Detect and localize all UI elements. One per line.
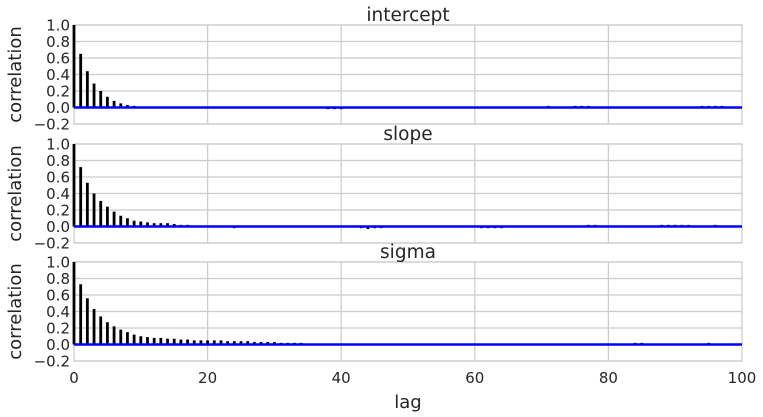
y-tick-label: 1.0 bbox=[46, 136, 70, 154]
acf-bar bbox=[79, 167, 83, 227]
acf-bar bbox=[99, 200, 103, 227]
acf-bar bbox=[199, 340, 203, 345]
acf-bar bbox=[72, 262, 76, 345]
y-axis-label: correlation bbox=[5, 26, 26, 123]
y-tick-label: 0.8 bbox=[46, 33, 70, 51]
acf-bar bbox=[139, 221, 143, 227]
y-tick-label: 0.2 bbox=[46, 83, 70, 101]
acf-bar bbox=[85, 182, 89, 227]
acf-bar bbox=[139, 336, 143, 345]
x-tick-label: 80 bbox=[599, 369, 618, 387]
acf-bar bbox=[92, 83, 96, 108]
acf-bar bbox=[206, 340, 210, 345]
plot-area: 1.00.80.60.40.20.0−0.2 bbox=[34, 17, 743, 134]
acf-bar bbox=[72, 25, 76, 108]
x-tick-label: 100 bbox=[728, 369, 757, 387]
acf-bar bbox=[132, 334, 136, 345]
acf-bar bbox=[126, 332, 129, 345]
acf-bar bbox=[85, 71, 89, 108]
acf-bar bbox=[219, 340, 223, 345]
y-tick-label: 0.4 bbox=[46, 303, 70, 321]
acf-bar bbox=[192, 340, 196, 345]
y-tick-label: 0.6 bbox=[46, 287, 70, 305]
y-tick-label: 0.2 bbox=[46, 202, 70, 220]
acf-bar bbox=[119, 103, 123, 108]
acf-bar bbox=[99, 316, 103, 345]
y-tick-label: 0.8 bbox=[46, 270, 70, 288]
acf-bar bbox=[212, 340, 216, 345]
acf-bar bbox=[232, 341, 236, 345]
acf-bar bbox=[239, 341, 243, 345]
acf-bar bbox=[172, 338, 176, 345]
y-tick-label: 0.6 bbox=[46, 169, 70, 187]
panel-slope: 1.00.80.60.40.20.0−0.2 slope correlation bbox=[5, 124, 743, 253]
y-tick-label: 0.0 bbox=[46, 99, 70, 117]
y-tick-label: −0.2 bbox=[34, 353, 70, 371]
y-tick-label: 0.6 bbox=[46, 50, 70, 68]
acf-bar bbox=[152, 223, 156, 227]
acf-bar bbox=[105, 96, 109, 108]
y-tick-label: 0.4 bbox=[46, 66, 70, 84]
y-tick-label: 1.0 bbox=[46, 254, 70, 272]
acf-bar bbox=[105, 206, 109, 227]
panel-sigma: 1.00.80.60.40.20.0−0.20 20 40 60 80 100 sigma… bbox=[5, 242, 756, 413]
acf-bar bbox=[112, 211, 116, 227]
y-tick-label: 0.0 bbox=[46, 336, 70, 354]
plot-area: 1.00.80.60.40.20.0−0.20 20 40 60 80 100 bbox=[34, 254, 757, 388]
x-tick-label: 60 bbox=[465, 369, 484, 387]
acf-bar bbox=[79, 284, 83, 345]
panel-title: slope bbox=[383, 124, 432, 145]
panel-title: intercept bbox=[366, 5, 449, 26]
acf-bar bbox=[112, 326, 116, 345]
acf-bar bbox=[166, 338, 169, 345]
x-tick-label: 20 bbox=[198, 369, 217, 387]
x-axis-label: lag bbox=[394, 392, 421, 413]
acf-bar bbox=[92, 193, 96, 227]
acf-bar bbox=[146, 337, 149, 345]
acf-bar bbox=[226, 341, 230, 345]
panel-title: sigma bbox=[380, 242, 436, 263]
y-tick-label: 0.8 bbox=[46, 152, 70, 170]
acf-bar bbox=[119, 329, 123, 345]
acf-bar bbox=[92, 309, 96, 345]
y-axis-label: correlation bbox=[5, 145, 26, 242]
acf-bar bbox=[99, 91, 103, 108]
acf-bar bbox=[179, 339, 183, 345]
acf-bar bbox=[186, 339, 189, 345]
acf-bar bbox=[159, 223, 163, 227]
y-tick-label: 0.4 bbox=[46, 185, 70, 203]
y-tick-label: 0.2 bbox=[46, 320, 70, 338]
x-tick-label: 40 bbox=[332, 369, 351, 387]
acf-bar bbox=[132, 220, 136, 227]
acf-bar bbox=[112, 100, 116, 108]
y-tick-label: −0.2 bbox=[34, 235, 70, 253]
y-tick-label: 1.0 bbox=[46, 17, 70, 35]
acf-bar bbox=[72, 144, 76, 227]
y-axis-label: correlation bbox=[5, 263, 26, 360]
y-tick-label: 0.0 bbox=[46, 218, 70, 236]
acf-bar bbox=[166, 223, 169, 227]
acf-bar bbox=[105, 322, 109, 345]
acf-bar bbox=[79, 53, 83, 108]
acf-bar bbox=[159, 337, 163, 345]
x-tick-label: 0 bbox=[69, 369, 79, 387]
acf-bar bbox=[152, 337, 156, 345]
plot-area: 1.00.80.60.40.20.0−0.2 bbox=[34, 136, 743, 253]
acf-bar bbox=[126, 218, 129, 227]
y-tick-label: −0.2 bbox=[34, 116, 70, 134]
acf-bar bbox=[146, 222, 149, 227]
acf-bar bbox=[119, 215, 123, 227]
panel-intercept: 1.00.80.60.40.20.0−0.2 intercept correla… bbox=[5, 5, 743, 134]
acf-bar bbox=[85, 298, 89, 345]
acf-bar bbox=[246, 341, 250, 345]
